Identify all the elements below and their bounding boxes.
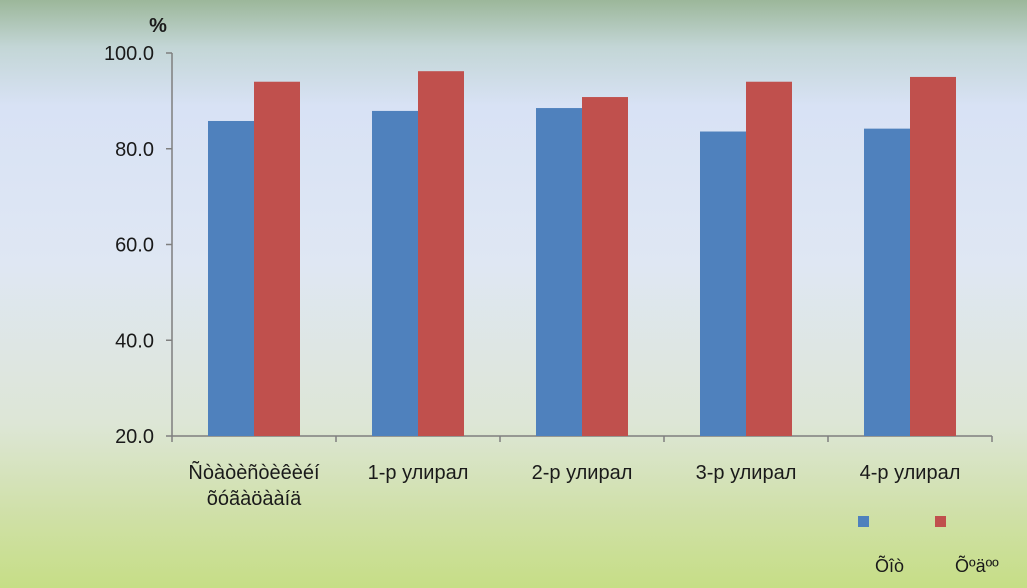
x-category-label: Ñòàòèñòèêèéí [188, 460, 320, 484]
bar-series1 [700, 131, 746, 436]
bar-series1 [536, 108, 582, 437]
bar-series1 [372, 110, 418, 437]
y-tick-label: 60.0 [115, 235, 154, 257]
x-category-label: õóãàöààíä [207, 488, 302, 510]
y-tick-label: 40.0 [115, 330, 154, 352]
bar-series2 [910, 76, 956, 436]
y-tick-label: 80.0 [115, 139, 154, 161]
y-unit-label: % [149, 15, 167, 37]
bar-series2 [418, 71, 464, 436]
y-tick-label: 100.0 [104, 43, 154, 65]
legend-swatch [858, 516, 869, 527]
x-category-label: 3-р улирал [696, 462, 797, 484]
x-category-label: 1-р улирал [368, 462, 469, 484]
bar-series2 [582, 97, 628, 437]
bar-series2 [746, 81, 792, 436]
bar-series1 [208, 120, 254, 437]
legend-swatch [935, 516, 946, 527]
y-tick-label: 20.0 [115, 426, 154, 448]
legend-label: Õºäºº [955, 555, 999, 576]
bar-series2 [254, 81, 300, 436]
legend-label: Õîò [875, 555, 904, 576]
x-category-label: 2-р улирал [532, 462, 633, 484]
x-category-label: 4-р улирал [860, 462, 961, 484]
bar-series1 [864, 128, 910, 436]
